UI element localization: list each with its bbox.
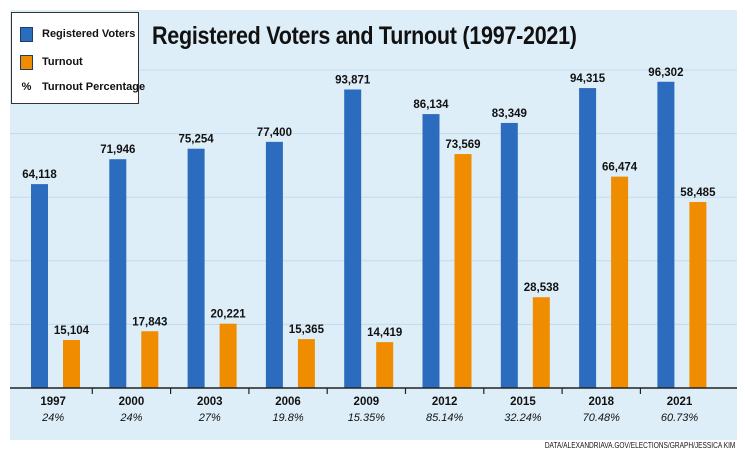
data-label-turnout-2021: 58,485 — [680, 187, 716, 199]
bar-turnout-2021 — [689, 202, 707, 388]
x-tick-label-2009: 2009 — [354, 396, 380, 408]
turnout-pct-2012: 85.14% — [426, 412, 464, 424]
bar-registered-2021 — [657, 81, 675, 388]
x-tick-label-2000: 2000 — [119, 396, 145, 408]
chart-source: DATA/ALEXANDRIAVA.GOV/ELECTIONS/GRAPH/JE… — [544, 441, 735, 450]
legend-label-turnout: Turnout — [42, 56, 83, 68]
x-tick-label-1997: 1997 — [40, 396, 66, 408]
data-label-turnout-2015: 28,538 — [524, 282, 560, 294]
bar-registered-2012 — [422, 114, 440, 389]
bar-turnout-2006 — [297, 339, 315, 388]
data-label-turnout-2012: 73,569 — [445, 139, 480, 151]
turnout-pct-2006: 19.8% — [272, 412, 303, 424]
x-tick-label-2012: 2012 — [432, 396, 458, 408]
bar-registered-2003 — [187, 148, 205, 388]
data-label-registered-2003: 75,254 — [179, 134, 215, 146]
bar-turnout-2018 — [611, 176, 629, 388]
legend-swatch-turnout — [20, 54, 33, 70]
chart-title: Registered Voters and Turnout (1997-2021… — [152, 22, 577, 50]
x-tick-label-2015: 2015 — [510, 396, 536, 408]
legend-label-percentage: Turnout Percentage — [42, 81, 146, 93]
data-label-registered-2009: 93,871 — [335, 74, 371, 86]
data-label-turnout-2006: 15,365 — [289, 324, 325, 336]
bar-turnout-2003 — [219, 323, 237, 388]
legend-label-registered: Registered Voters — [42, 28, 136, 40]
turnout-pct-2000: 24% — [119, 412, 142, 424]
data-label-turnout-2009: 14,419 — [367, 327, 402, 339]
chart-plot: 64,118 15,104 1997 24% 71,946 17,843 2000 24% 75… — [10, 67, 737, 424]
data-label-registered-2000: 71,946 — [100, 144, 135, 156]
x-tick-label-2021: 2021 — [667, 396, 693, 408]
turnout-pct-2018: 70.48% — [583, 412, 621, 424]
x-tick-label-2018: 2018 — [588, 396, 614, 408]
turnout-pct-1997: 24% — [41, 412, 64, 424]
turnout-pct-2021: 60.73% — [661, 412, 699, 424]
legend-swatch-registered — [20, 26, 33, 42]
turnout-pct-2009: 15.35% — [348, 412, 386, 424]
bar-registered-2015 — [500, 122, 518, 388]
data-label-registered-2012: 86,134 — [413, 99, 449, 111]
bar-registered-1997 — [31, 184, 48, 388]
legend-item-percentage: % Turnout Percentage — [20, 79, 145, 95]
data-label-turnout-1997: 15,104 — [54, 325, 90, 337]
bar-registered-2006 — [265, 141, 283, 388]
data-label-registered-1997: 64,118 — [22, 169, 57, 181]
data-label-registered-2015: 83,349 — [492, 108, 527, 120]
data-label-turnout-2018: 66,474 — [602, 162, 638, 174]
bar-registered-2000 — [109, 159, 127, 388]
data-label-turnout-2000: 17,843 — [132, 316, 167, 328]
bar-turnout-2015 — [532, 297, 550, 388]
x-tick-label-2003: 2003 — [197, 396, 223, 408]
bar-turnout-1997 — [63, 339, 80, 388]
x-tick-label-2006: 2006 — [275, 396, 301, 408]
bar-turnout-2009 — [376, 342, 394, 388]
data-label-turnout-2003: 20,221 — [211, 309, 247, 321]
turnout-pct-2015: 32.24% — [504, 412, 542, 424]
data-label-registered-2006: 77,400 — [257, 127, 292, 139]
bar-registered-2018 — [579, 88, 597, 388]
bar-registered-2009 — [344, 89, 362, 388]
bar-turnout-2012 — [454, 154, 472, 388]
turnout-pct-2003: 27% — [198, 412, 221, 424]
data-label-registered-2018: 94,315 — [570, 73, 606, 85]
bar-turnout-2000 — [141, 331, 159, 388]
legend-item-turnout: Turnout — [20, 54, 83, 70]
chart-legend: Registered Voters Turnout % Turnout Perc… — [11, 12, 145, 104]
legend-percent-symbol: % — [21, 81, 32, 93]
data-label-registered-2021: 96,302 — [648, 67, 683, 79]
legend-item-registered: Registered Voters — [20, 26, 135, 42]
